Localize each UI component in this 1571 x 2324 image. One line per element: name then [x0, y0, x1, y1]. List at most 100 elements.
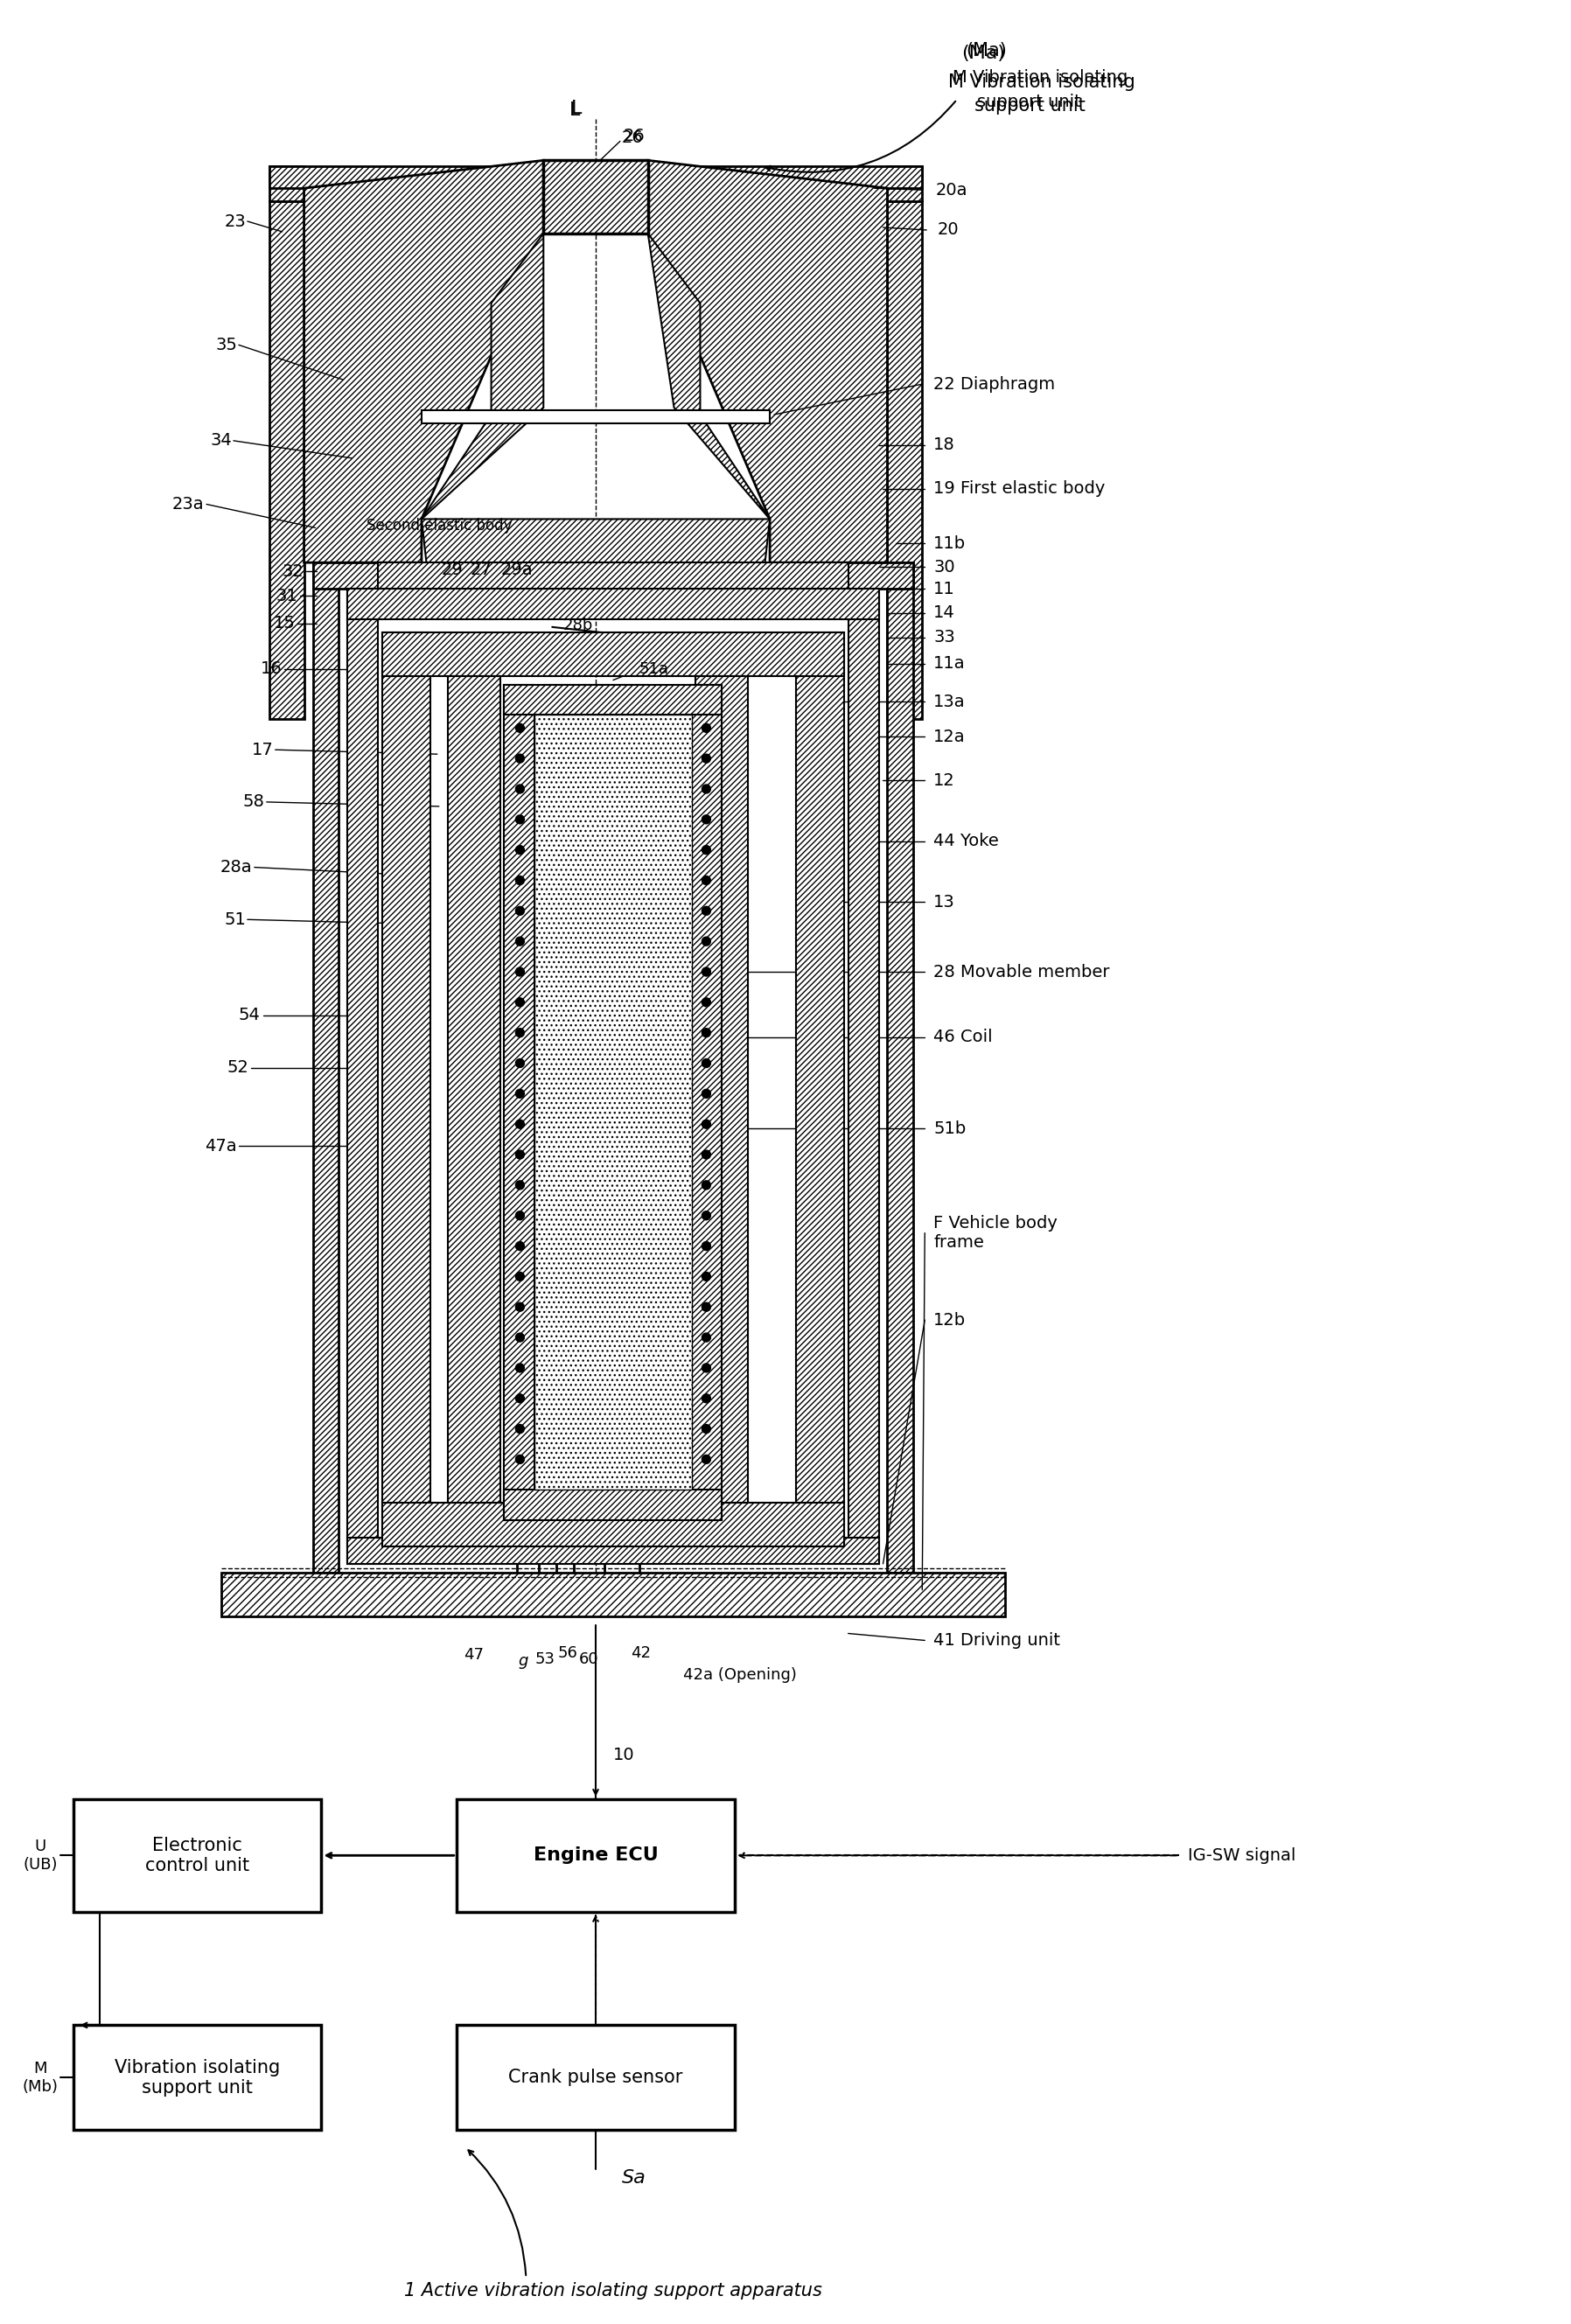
Text: 29: 29	[441, 560, 463, 579]
Circle shape	[515, 1241, 525, 1250]
Polygon shape	[647, 160, 888, 562]
Circle shape	[702, 753, 710, 762]
Circle shape	[702, 1060, 710, 1067]
Circle shape	[515, 723, 525, 732]
Polygon shape	[421, 411, 770, 423]
Text: 10: 10	[613, 1748, 635, 1764]
Circle shape	[515, 997, 525, 1006]
Circle shape	[515, 1090, 525, 1097]
Circle shape	[702, 816, 710, 823]
Circle shape	[702, 1425, 710, 1434]
Text: Second elastic body: Second elastic body	[366, 518, 512, 535]
Circle shape	[702, 876, 710, 885]
Text: support unit: support unit	[974, 98, 1086, 114]
Text: 34: 34	[211, 432, 233, 449]
Circle shape	[702, 786, 710, 792]
Circle shape	[515, 1150, 525, 1160]
Text: L: L	[569, 102, 580, 119]
Polygon shape	[504, 1490, 723, 1520]
Polygon shape	[504, 686, 723, 716]
Text: Engine ECU: Engine ECU	[533, 1848, 658, 1864]
Circle shape	[515, 786, 525, 792]
Text: 44 Yoke: 44 Yoke	[933, 832, 999, 851]
Text: 20: 20	[936, 221, 958, 239]
Polygon shape	[421, 232, 544, 518]
Circle shape	[515, 816, 525, 823]
Polygon shape	[313, 562, 913, 588]
Polygon shape	[74, 1799, 322, 1913]
Text: 35: 35	[215, 337, 237, 353]
Text: 32: 32	[283, 562, 305, 579]
Text: 1 Active vibration isolating support apparatus: 1 Active vibration isolating support app…	[404, 2282, 822, 2298]
Circle shape	[515, 1211, 525, 1220]
Polygon shape	[305, 160, 544, 562]
Circle shape	[702, 937, 710, 946]
Polygon shape	[313, 562, 339, 1573]
Text: 51: 51	[225, 911, 245, 927]
Text: 56: 56	[558, 1645, 578, 1662]
Circle shape	[515, 1455, 525, 1464]
Circle shape	[702, 846, 710, 855]
Polygon shape	[379, 562, 848, 588]
Circle shape	[515, 1364, 525, 1371]
Text: 51b: 51b	[933, 1120, 966, 1136]
Polygon shape	[647, 232, 770, 518]
Text: 18: 18	[933, 437, 955, 453]
Circle shape	[515, 753, 525, 762]
Polygon shape	[347, 588, 379, 1564]
Text: (Ma): (Ma)	[961, 44, 1005, 63]
Text: 30: 30	[933, 558, 955, 576]
Text: 26: 26	[624, 128, 646, 144]
Text: 22 Diaphragm: 22 Diaphragm	[933, 376, 1056, 393]
Polygon shape	[504, 686, 534, 1520]
Text: IG-SW signal: IG-SW signal	[1188, 1848, 1296, 1864]
Polygon shape	[74, 2024, 322, 2129]
Polygon shape	[382, 632, 430, 1545]
Circle shape	[702, 1241, 710, 1250]
Text: 11: 11	[933, 581, 955, 597]
Circle shape	[702, 723, 710, 732]
Polygon shape	[888, 202, 922, 720]
Text: L: L	[572, 100, 581, 116]
Text: M
(Mb): M (Mb)	[22, 2061, 58, 2094]
Text: 12: 12	[933, 772, 955, 788]
Text: support unit: support unit	[977, 93, 1081, 109]
Circle shape	[515, 1060, 525, 1067]
Polygon shape	[347, 1538, 878, 1564]
Circle shape	[702, 1090, 710, 1097]
Text: M Vibration isolating: M Vibration isolating	[949, 74, 1136, 91]
Text: 60: 60	[578, 1652, 599, 1666]
Text: 28b: 28b	[564, 618, 594, 632]
Polygon shape	[691, 686, 723, 1520]
Circle shape	[702, 1394, 710, 1404]
Text: U
(UB): U (UB)	[24, 1838, 58, 1873]
Circle shape	[702, 997, 710, 1006]
Text: 52: 52	[228, 1060, 250, 1076]
Text: Crank pulse sensor: Crank pulse sensor	[509, 2068, 683, 2087]
Text: 58: 58	[244, 795, 265, 811]
Polygon shape	[888, 167, 922, 202]
Polygon shape	[448, 676, 500, 1504]
Circle shape	[702, 1181, 710, 1190]
Circle shape	[515, 1271, 525, 1281]
Text: 15: 15	[273, 616, 295, 632]
Text: 11a: 11a	[933, 655, 966, 672]
Circle shape	[702, 1271, 710, 1281]
Text: Electronic
control unit: Electronic control unit	[145, 1836, 250, 1875]
Text: 19 First elastic body: 19 First elastic body	[933, 481, 1106, 497]
Polygon shape	[421, 518, 770, 597]
Text: 13a: 13a	[933, 693, 966, 711]
Circle shape	[515, 1181, 525, 1190]
Text: g: g	[518, 1652, 528, 1669]
Text: 51a: 51a	[639, 660, 669, 676]
Circle shape	[515, 1120, 525, 1129]
Text: M Vibration isolating: M Vibration isolating	[952, 70, 1128, 86]
Circle shape	[702, 1455, 710, 1464]
Polygon shape	[457, 1799, 735, 1913]
Polygon shape	[269, 167, 305, 202]
Circle shape	[515, 846, 525, 855]
Text: 14: 14	[933, 604, 955, 621]
Text: 53: 53	[536, 1652, 555, 1666]
Circle shape	[702, 1364, 710, 1371]
Circle shape	[702, 1334, 710, 1341]
